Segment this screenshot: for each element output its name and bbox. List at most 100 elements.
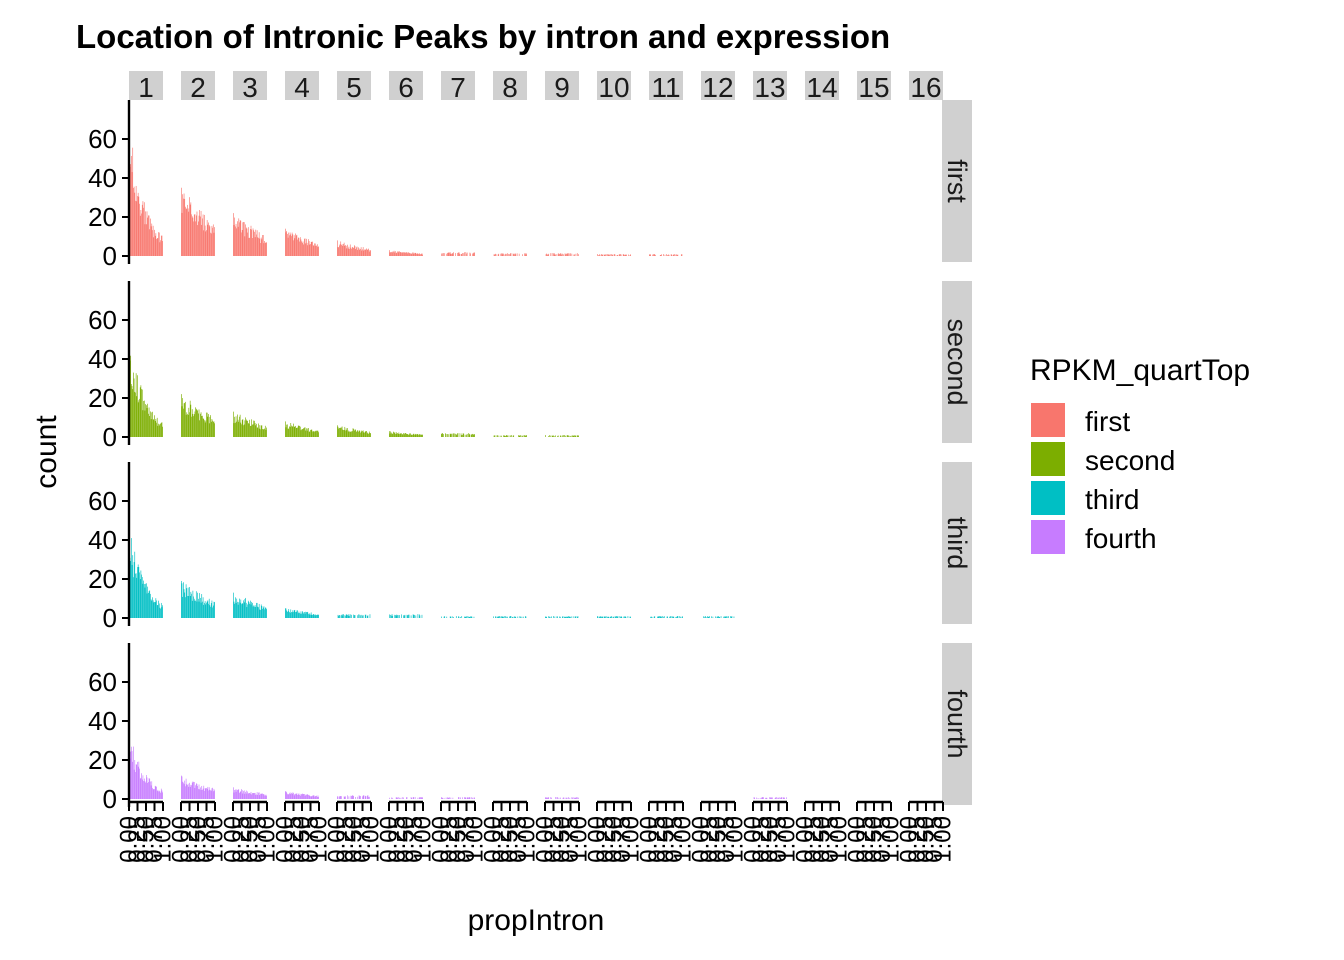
histogram-bar (315, 430, 317, 437)
histogram-bar (306, 794, 308, 799)
x-tick-label: 0.50 (289, 816, 316, 863)
histogram-bar (395, 253, 397, 256)
histogram-bar (603, 254, 605, 256)
histogram-bar (233, 411, 234, 437)
histogram-bar (242, 793, 244, 799)
histogram-bar (422, 434, 423, 437)
histogram-bar (356, 431, 358, 437)
histogram-bar (311, 429, 313, 437)
histogram-bar (287, 233, 288, 256)
histogram-bar (142, 410, 144, 437)
histogram-bar (562, 616, 564, 618)
y-tick-label: 60 (88, 305, 117, 335)
y-tick-label: 0 (103, 603, 117, 633)
column-facet-label: 12 (702, 72, 733, 103)
histogram-bar (761, 797, 762, 799)
histogram-bar (391, 614, 393, 618)
histogram-bar (131, 538, 132, 618)
histogram-bar (308, 427, 309, 437)
histogram-bar (295, 794, 297, 799)
histogram-bar (405, 433, 406, 437)
histogram-bar (392, 251, 394, 256)
histogram-bar (185, 584, 187, 618)
histogram-bar (262, 235, 264, 256)
histogram-bar (299, 613, 301, 618)
x-tick-label: 0.50 (549, 816, 576, 863)
histogram-bar (289, 426, 291, 437)
histogram-bar (415, 615, 417, 618)
histogram-bar (144, 781, 146, 799)
histogram-bar (210, 421, 212, 437)
histogram-bar (244, 420, 246, 437)
histogram-bar (206, 788, 207, 799)
histogram-bar (237, 414, 238, 437)
histogram-bar (453, 433, 454, 437)
histogram-bar (419, 254, 421, 256)
histogram-bar (339, 796, 341, 799)
column-facet-strip: 7 (441, 71, 475, 103)
column-facet-label: 7 (450, 72, 466, 103)
histogram-bar (254, 793, 255, 799)
histogram-bar (214, 423, 215, 437)
histogram-bar (204, 790, 205, 799)
histogram-bar (160, 792, 161, 799)
histogram-bar (345, 430, 346, 437)
histogram-bar (410, 615, 412, 618)
histogram-bar (347, 795, 348, 799)
histogram-bar (571, 435, 573, 437)
x-tick-label: 0.50 (497, 816, 524, 863)
histogram-bar (505, 435, 506, 437)
histogram-bar (193, 416, 194, 437)
histogram-bar (349, 431, 351, 437)
histogram-bar (211, 225, 213, 256)
histogram-bar (189, 204, 191, 256)
histogram-bar (246, 420, 248, 437)
legend-swatch (1031, 520, 1065, 554)
histogram-bar (146, 777, 148, 799)
histogram-bar (497, 616, 498, 618)
histogram-bar (131, 384, 132, 437)
histogram-bar (726, 616, 728, 618)
histogram-bar (362, 430, 364, 437)
histogram-bar (249, 793, 250, 799)
histogram-bar (302, 242, 303, 256)
histogram-bar (242, 419, 244, 437)
histogram-bar (147, 217, 149, 256)
histogram-bar (368, 796, 370, 799)
histogram-bar (406, 434, 408, 437)
histogram-bar (160, 240, 161, 256)
x-tick-label: 0.75 (713, 816, 740, 863)
histogram-bar (158, 423, 159, 437)
x-axis-label: propIntron (468, 904, 605, 937)
histogram-bar (185, 401, 186, 437)
histogram-bar (417, 253, 419, 256)
x-tick-label: 0.50 (705, 816, 732, 863)
histogram-bar (468, 616, 469, 618)
histogram-bar (362, 249, 363, 256)
histogram-bar (208, 423, 210, 437)
histogram-bar (507, 435, 508, 437)
strip-background (701, 71, 735, 100)
histogram-bar (130, 164, 132, 256)
histogram-bar (243, 222, 245, 256)
histogram-bar (214, 227, 215, 256)
histogram-bar (626, 254, 627, 256)
histogram-bar (298, 793, 300, 799)
histogram-bar (153, 237, 155, 256)
histogram-bar (317, 795, 319, 799)
histogram-bar (369, 614, 371, 618)
histogram-bar (416, 253, 417, 256)
histogram-bar (574, 616, 576, 618)
histogram-bar (287, 610, 289, 618)
histogram-bar (140, 210, 142, 256)
histogram-bar (420, 434, 422, 437)
histogram-bar (241, 789, 242, 799)
histogram-bar (393, 431, 394, 437)
histogram-bar (339, 427, 340, 437)
histogram-bar (725, 616, 727, 618)
histogram-bar (287, 428, 289, 437)
histogram-bar (349, 615, 350, 618)
histogram-bar (417, 797, 419, 799)
histogram-bar (780, 797, 782, 799)
histogram-bar (507, 616, 508, 618)
